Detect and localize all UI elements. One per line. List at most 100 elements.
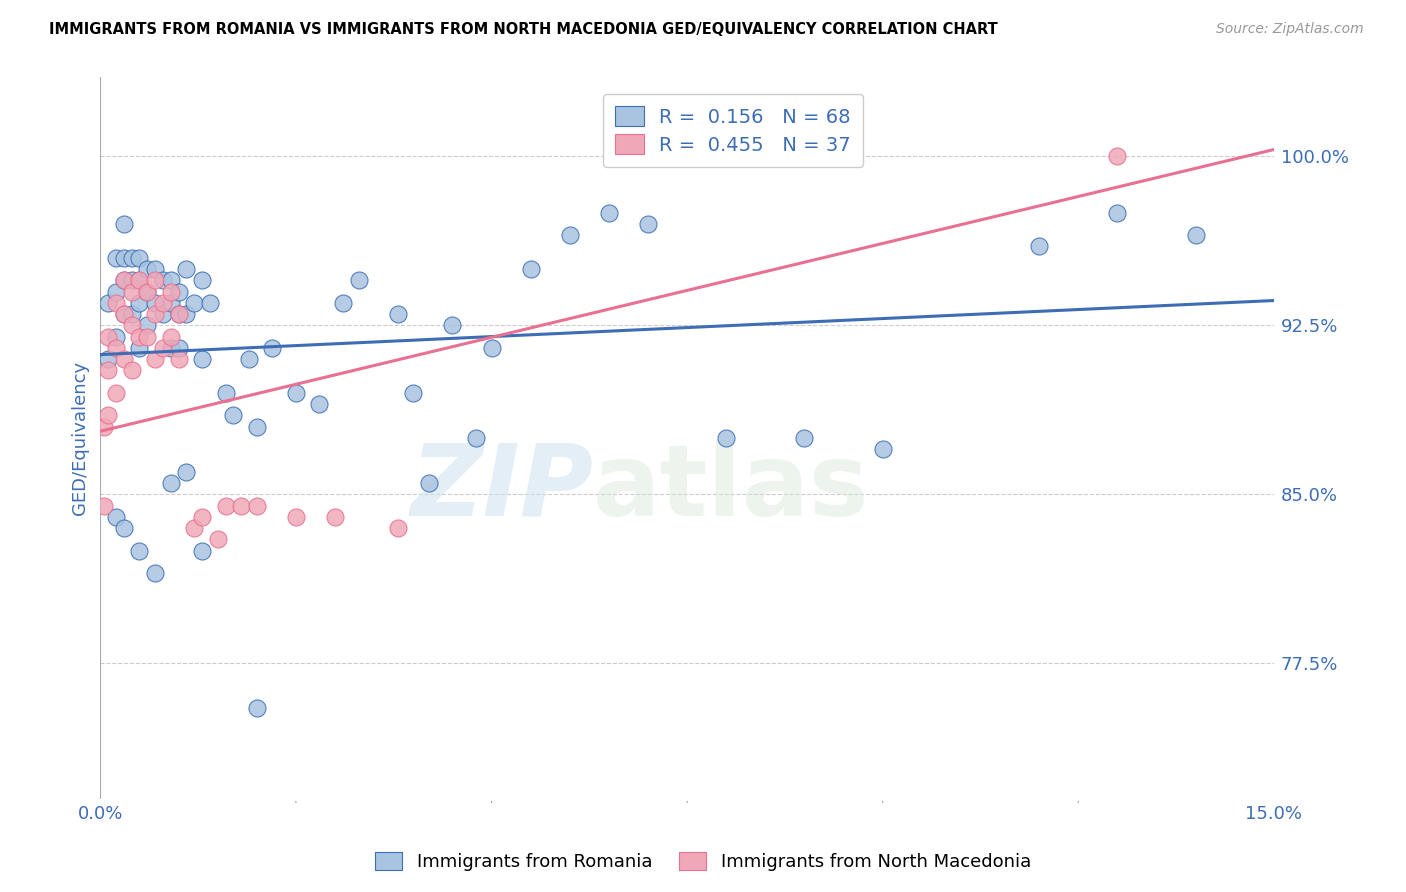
Point — [231, 499, 253, 513]
Point — [112, 273, 135, 287]
Point — [143, 566, 166, 581]
Text: IMMIGRANTS FROM ROMANIA VS IMMIGRANTS FROM NORTH MACEDONIA GED/EQUIVALENCY CORRE: IMMIGRANTS FROM ROMANIA VS IMMIGRANTS FR… — [49, 22, 998, 37]
Point — [152, 273, 174, 287]
Point — [191, 352, 214, 367]
Point — [143, 307, 166, 321]
Point — [793, 431, 815, 445]
Point — [716, 431, 738, 445]
Point — [97, 409, 120, 423]
Point — [93, 419, 115, 434]
Point — [1184, 228, 1206, 243]
Point — [128, 295, 150, 310]
Point — [105, 251, 128, 265]
Point — [105, 295, 128, 310]
Point — [136, 262, 159, 277]
Point — [191, 509, 214, 524]
Point — [152, 295, 174, 310]
Point — [105, 341, 128, 355]
Point — [464, 431, 486, 445]
Point — [143, 273, 166, 287]
Text: atlas: atlas — [593, 440, 870, 537]
Point — [183, 295, 205, 310]
Text: ZIP: ZIP — [411, 440, 593, 537]
Point — [167, 307, 190, 321]
Point — [128, 341, 150, 355]
Point — [97, 295, 120, 310]
Point — [284, 509, 307, 524]
Point — [872, 442, 894, 457]
Point — [246, 499, 269, 513]
Point — [1028, 239, 1050, 253]
Point — [128, 251, 150, 265]
Point — [167, 352, 190, 367]
Point — [402, 385, 425, 400]
Point — [167, 307, 190, 321]
Point — [112, 251, 135, 265]
Point — [112, 217, 135, 231]
Point — [262, 341, 284, 355]
Point — [1107, 149, 1129, 163]
Point — [97, 329, 120, 343]
Point — [191, 273, 214, 287]
Legend: R =  0.156   N = 68, R =  0.455   N = 37: R = 0.156 N = 68, R = 0.455 N = 37 — [603, 95, 863, 167]
Point — [441, 318, 464, 333]
Point — [159, 329, 181, 343]
Y-axis label: GED/Equivalency: GED/Equivalency — [72, 361, 89, 515]
Point — [284, 385, 307, 400]
Point — [136, 285, 159, 299]
Point — [176, 262, 198, 277]
Point — [159, 476, 181, 491]
Point — [246, 701, 269, 715]
Point — [97, 363, 120, 377]
Point — [308, 397, 330, 411]
Point — [387, 307, 409, 321]
Point — [128, 273, 150, 287]
Point — [143, 352, 166, 367]
Point — [105, 285, 128, 299]
Point — [112, 307, 135, 321]
Point — [481, 341, 503, 355]
Point — [121, 318, 143, 333]
Point — [246, 419, 269, 434]
Point — [121, 251, 143, 265]
Point — [121, 285, 143, 299]
Point — [387, 521, 409, 535]
Point — [167, 285, 190, 299]
Point — [637, 217, 659, 231]
Point — [97, 352, 120, 367]
Point — [121, 307, 143, 321]
Point — [159, 273, 181, 287]
Text: Source: ZipAtlas.com: Source: ZipAtlas.com — [1216, 22, 1364, 37]
Point — [167, 341, 190, 355]
Point — [136, 318, 159, 333]
Point — [105, 329, 128, 343]
Point — [128, 329, 150, 343]
Point — [159, 341, 181, 355]
Point — [121, 273, 143, 287]
Point — [214, 385, 236, 400]
Point — [222, 409, 245, 423]
Point — [198, 295, 221, 310]
Point — [347, 273, 370, 287]
Point — [112, 521, 135, 535]
Point — [214, 499, 236, 513]
Point — [238, 352, 260, 367]
Legend: Immigrants from Romania, Immigrants from North Macedonia: Immigrants from Romania, Immigrants from… — [368, 845, 1038, 879]
Point — [121, 363, 143, 377]
Point — [1107, 205, 1129, 219]
Point — [128, 543, 150, 558]
Point — [112, 307, 135, 321]
Point — [598, 205, 620, 219]
Point — [105, 385, 128, 400]
Point — [176, 465, 198, 479]
Point — [136, 285, 159, 299]
Point — [159, 285, 181, 299]
Point — [418, 476, 440, 491]
Point — [191, 543, 214, 558]
Point — [323, 509, 346, 524]
Point — [112, 273, 135, 287]
Point — [176, 307, 198, 321]
Point — [183, 521, 205, 535]
Point — [128, 273, 150, 287]
Point — [152, 341, 174, 355]
